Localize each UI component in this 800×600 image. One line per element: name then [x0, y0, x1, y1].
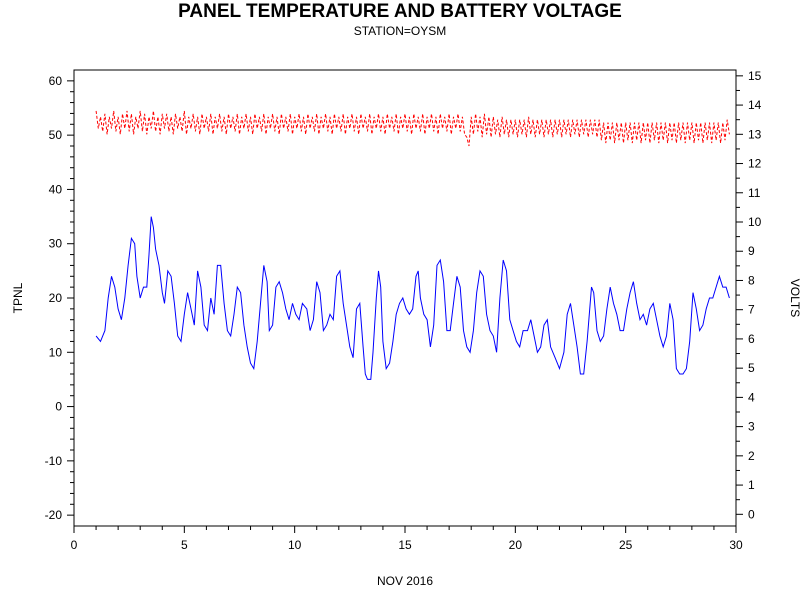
chart-subtitle: STATION=OYSM [354, 24, 447, 38]
x-tick-label: 5 [181, 538, 188, 552]
y-right-tick-label: 6 [748, 332, 755, 346]
y-left-tick-label: 30 [49, 237, 63, 251]
x-tick-label: 30 [729, 538, 743, 552]
y-right-tick-label: 1 [748, 478, 755, 492]
series-line-tpnl [95, 216, 730, 380]
y-right-tick-label: 4 [748, 390, 755, 404]
y-axis-left-label: TPNL [11, 282, 25, 313]
y-left-tick-label: 10 [49, 345, 63, 359]
x-axis: 0 5 10 15 20 25 30 [71, 526, 743, 552]
y-right-tick-label: 12 [748, 157, 762, 171]
x-axis-label: NOV 2016 [377, 574, 433, 588]
y-right-tick-label: 10 [748, 215, 762, 229]
y-left-tick-label: -10 [45, 454, 63, 468]
y-axis-left: -20 -10 0 10 20 30 40 50 60 [45, 74, 74, 522]
y-right-tick-label: 2 [748, 449, 755, 463]
y-left-tick-label: 0 [55, 400, 62, 414]
y-left-tick-label: 60 [49, 74, 63, 88]
y-left-tick-label: -20 [45, 508, 63, 522]
x-tick-label: 15 [398, 538, 412, 552]
x-tick-label: 10 [288, 538, 302, 552]
y-right-tick-label: 5 [748, 361, 755, 375]
x-tick-label: 0 [71, 538, 78, 552]
y-right-tick-label: 15 [748, 69, 762, 83]
series-line-volts [95, 110, 730, 147]
series-group [95, 110, 730, 380]
y-right-tick-label: 13 [748, 127, 762, 141]
y-right-tick-label: 7 [748, 303, 755, 317]
y-right-tick-label: 0 [748, 507, 755, 521]
y-left-tick-label: 20 [49, 291, 63, 305]
y-left-tick-label: 50 [49, 128, 63, 142]
y-right-tick-label: 3 [748, 420, 755, 434]
y-right-tick-label: 9 [748, 244, 755, 258]
y-right-tick-label: 11 [748, 186, 761, 200]
y-left-tick-label: 40 [49, 182, 63, 196]
y-axis-right-label: VOLTS [788, 279, 800, 317]
y-right-tick-label: 8 [748, 273, 755, 287]
x-tick-label: 25 [619, 538, 633, 552]
x-tick-label: 20 [509, 538, 523, 552]
chart-title: PANEL TEMPERATURE AND BATTERY VOLTAGE [178, 1, 622, 22]
y-right-tick-label: 14 [748, 98, 762, 112]
